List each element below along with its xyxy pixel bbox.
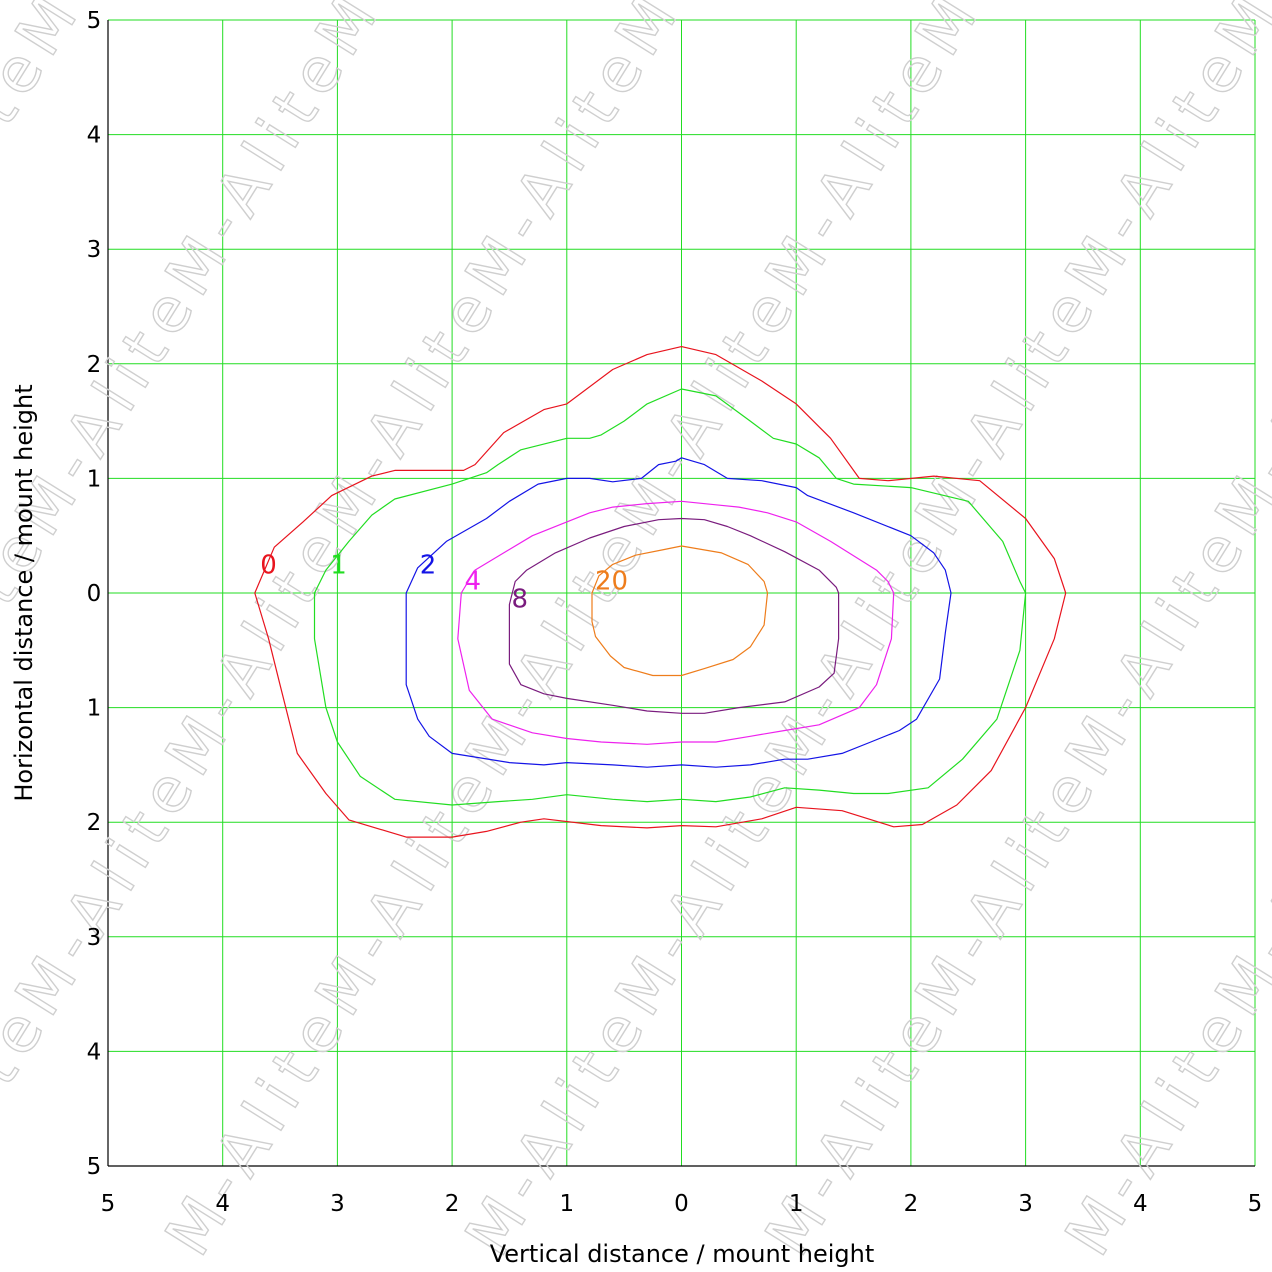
watermark-text: M-Alite — [751, 989, 963, 1268]
y-tick-label: 5 — [87, 8, 102, 34]
y-tick-label: 2 — [87, 352, 102, 378]
watermark-text: M-Alite — [901, 269, 1113, 548]
contour-label-4: 4 — [464, 566, 481, 596]
contour-line-2 — [405, 457, 952, 768]
x-tick-label: 5 — [1248, 1191, 1263, 1217]
x-tick-label: 0 — [674, 1191, 689, 1217]
contour-label-20: 20 — [595, 566, 628, 596]
x-axis-title: Vertical distance / mount height — [490, 1240, 875, 1268]
watermark-text: M-Alite — [0, 29, 63, 308]
y-axis-title: Horizontal distance / mount height — [10, 384, 38, 801]
watermark-text: M-Alite — [451, 989, 663, 1268]
watermark-text: M-Alite — [1051, 29, 1263, 308]
y-tick-label: 2 — [87, 810, 102, 836]
y-tick-label: 5 — [87, 1154, 102, 1180]
contour-label-8: 8 — [511, 585, 528, 615]
watermark-text: M-Alite — [1201, 749, 1272, 1028]
watermark-text: M-Alite — [451, 509, 663, 788]
y-tick-label: 3 — [87, 925, 102, 951]
watermark-text: M-Alite — [1201, 269, 1272, 548]
grid — [107, 19, 1256, 1167]
contour-line-4 — [457, 500, 895, 745]
x-tick-label: 5 — [101, 1191, 116, 1217]
contour-label-0: 0 — [260, 550, 277, 580]
watermark-text: M-Alite — [1051, 509, 1263, 788]
watermark-text: M-Alite — [901, 749, 1113, 1028]
y-tick-label: 0 — [87, 581, 102, 607]
contour-label-1: 1 — [330, 550, 347, 580]
contour-label-2: 2 — [420, 550, 437, 580]
contour-lines — [254, 346, 1067, 838]
x-tick-label: 4 — [215, 1191, 230, 1217]
watermark-text: M-Alite — [151, 989, 363, 1268]
x-tick-label: 1 — [789, 1191, 804, 1217]
contour-labels: 0 1 248 20 — [260, 550, 628, 614]
contour-line-0 — [254, 346, 1067, 838]
y-tick-label: 4 — [87, 1039, 102, 1065]
watermark-text: M-Alite — [301, 749, 513, 1028]
x-tick-label: 1 — [559, 1191, 574, 1217]
contour-line-8 — [508, 517, 840, 714]
watermark-text: M-Alite — [451, 29, 663, 308]
y-tick-label: 3 — [87, 237, 102, 263]
tick-labels: 5 4 3 2 1 0 1 2 3 4 5 5 4 3 2 1 0 1 2 3 4 5 — [87, 8, 1263, 1217]
x-tick-label: 3 — [1018, 1191, 1033, 1217]
watermark-text: M-Alite — [601, 269, 813, 548]
y-tick-label: 1 — [87, 696, 102, 722]
contour-line-20 — [591, 545, 769, 677]
y-tick-label: 1 — [87, 466, 102, 492]
watermark-text: M-Alite — [0, 989, 63, 1268]
watermark-text: M-Alite — [1051, 989, 1263, 1268]
watermark-text: M-Alite — [301, 269, 513, 548]
y-tick-label: 4 — [87, 123, 102, 149]
watermark-text: M-Alite — [601, 749, 813, 1028]
contour-line-1 — [313, 388, 1027, 806]
x-tick-label: 3 — [330, 1191, 345, 1217]
watermark-text: M-Alite — [751, 29, 963, 308]
x-tick-label: 2 — [445, 1191, 460, 1217]
x-tick-label: 4 — [1133, 1191, 1148, 1217]
watermark-text: M-Alite — [151, 29, 363, 308]
x-tick-label: 2 — [904, 1191, 919, 1217]
